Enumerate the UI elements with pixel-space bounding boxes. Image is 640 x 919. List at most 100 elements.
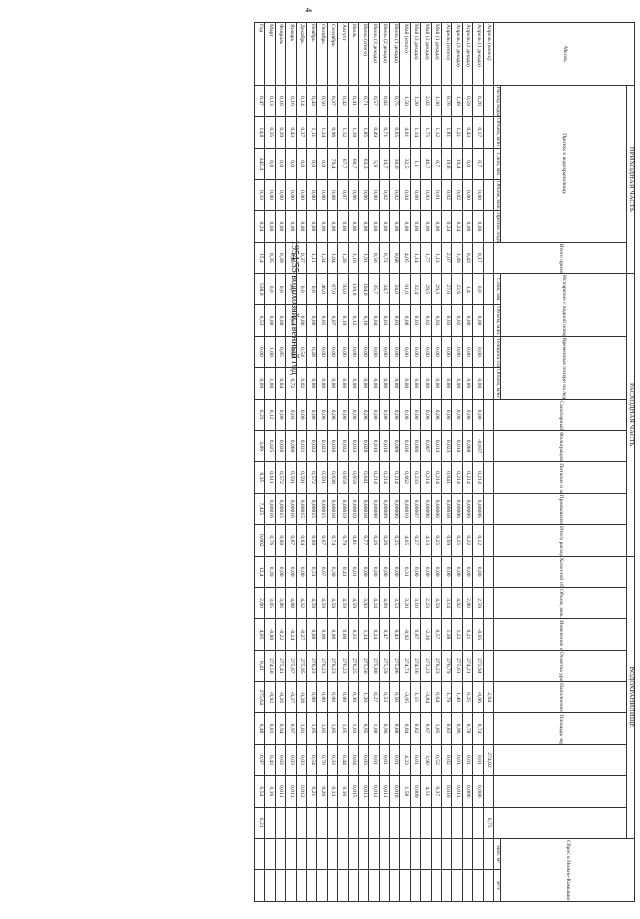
table-cell: 0,00 — [462, 556, 473, 588]
table-cell: 0,94 — [275, 712, 286, 745]
table-cell: 0,16 — [264, 775, 276, 807]
table-cell: 0,00 — [358, 336, 369, 368]
table-cell — [264, 807, 276, 839]
table-cell: 1,00 — [264, 336, 276, 368]
table-cell: 0,47 — [379, 618, 390, 651]
table-cell: 0,01 — [348, 556, 359, 588]
table-cell: 0,00 — [316, 681, 328, 713]
table-cell: 1,00 — [264, 367, 276, 400]
row-month-cell: Апрель (конец) — [483, 22, 494, 86]
table-row: Май (3 декада) 1,20 1,14 1,1 0,00 0,00 1,14 32,… — [410, 22, 421, 902]
table-cell: 0,33 — [254, 179, 265, 211]
table-cell: 0,00 — [462, 179, 473, 211]
table-cell: 0,04 — [348, 744, 359, 776]
table-cell: 0,00 — [441, 367, 452, 400]
table-cell: 0,0 — [285, 273, 297, 305]
table-cell: 0,00 — [316, 179, 328, 211]
table-cell: 0,00 — [348, 367, 359, 400]
table-cell: 0,659 — [337, 461, 349, 494]
table-cell — [316, 807, 328, 839]
table-cell: 93,0 — [337, 273, 349, 305]
table-cell: 0,43 — [462, 116, 473, 149]
table-cell: 0,00 — [368, 367, 380, 400]
table-cell: 1,49 — [451, 85, 463, 117]
table-cell: 0,31 — [399, 556, 411, 588]
table-cell: 1,14 — [410, 116, 421, 149]
table-cell: 0,01 — [368, 744, 380, 776]
table-cell — [264, 838, 276, 870]
table-cell: 0,39 — [264, 556, 276, 588]
table-cell — [275, 807, 286, 839]
table-cell: 0,00 — [431, 399, 442, 431]
volume-change-header: Изменение объема, млн. м³ — [493, 618, 627, 651]
table-cell: 0,00 — [337, 336, 349, 368]
table-cell — [483, 587, 494, 619]
table-cell: 0,00 — [327, 367, 338, 400]
table-cell: 0,96 — [327, 116, 338, 149]
table-cell: 1,12 — [337, 116, 349, 149]
table-cell — [483, 116, 494, 149]
table-cell: -3,84 — [420, 681, 432, 713]
table-cell: 1,50 — [399, 85, 411, 117]
table-cell: 276,23 — [431, 650, 442, 682]
irrigation-header: Питание и хозяйственно-бытовое водоснабж… — [493, 461, 627, 494]
table-cell: 274,02 — [483, 744, 494, 776]
table-cell: 0,16 — [275, 85, 286, 117]
table-cell: 0,00 — [306, 618, 317, 651]
table-cell: 0,50 — [368, 242, 380, 274]
table-cell: 4,65 — [399, 524, 411, 556]
table-cell — [358, 807, 369, 839]
table-cell: 19,7 — [379, 148, 390, 180]
table-cell: -0,80 — [264, 618, 276, 651]
row-month-cell: Июль — [348, 22, 359, 86]
table-cell: 0,00 — [462, 399, 473, 431]
row-month-cell: Июнь (1 декада) — [389, 22, 400, 86]
month-header: Месяц — [493, 22, 635, 86]
table-cell: 0,214 — [389, 461, 400, 494]
table-cell: 0,00 — [296, 556, 307, 588]
table-cell: 0,69 — [285, 336, 297, 368]
table-cell: 273,94 — [472, 650, 484, 682]
table-cell: 0,64 — [431, 681, 442, 713]
table-cell: 3,10 — [410, 587, 421, 619]
table-cell — [483, 461, 494, 494]
table-row: Июнь (1 декада) 0,75 0,65 30,0 0,02 0,00 0,68 3… — [389, 22, 400, 902]
row-month-cell: Июнь (2 декада) — [379, 22, 390, 86]
table-cell: 0,03 — [410, 304, 421, 337]
table-cell: 0,0 — [472, 273, 484, 305]
table-cell: -0,28 — [296, 681, 307, 713]
table-cell: 0,7 — [431, 148, 442, 180]
table-cell: 0,0 — [306, 148, 317, 180]
table-cell: 0,84 — [399, 712, 411, 745]
table-cell: 4,08 — [285, 587, 297, 619]
table-cell: 0,0 — [296, 148, 307, 180]
table-cell: 0,00 — [285, 556, 297, 588]
table-cell: 1,22 — [451, 618, 463, 651]
table-cell — [483, 869, 494, 902]
table-cell: 0,72 — [285, 367, 297, 400]
table-cell: 0,00 — [462, 336, 473, 368]
table-cell: 3,93 — [358, 587, 369, 619]
table-cell: 0,10 — [358, 304, 369, 337]
table-cell: 0,00016 — [264, 493, 276, 525]
table-cell: 0,54 — [306, 744, 317, 776]
table-cell: 0,00 — [399, 367, 411, 400]
row-month-cell: Сентябрь — [327, 22, 338, 86]
table-cell: 0,000 — [285, 430, 297, 462]
table-cell: 0,35 — [264, 116, 276, 149]
table-cell: 1,1 — [410, 148, 421, 180]
table-cell: 0,24 — [451, 210, 463, 243]
table-cell: 0,00 — [368, 336, 380, 368]
table-cell — [316, 869, 328, 902]
table-cell: 0,00 — [285, 304, 297, 337]
table-cell: 1,20 — [358, 681, 369, 713]
table-cell: -0,27 — [285, 681, 297, 713]
table-cell: 274,71 — [399, 650, 411, 682]
table-cell: 0,37 — [296, 242, 307, 274]
table-cell: 0,007 — [420, 430, 432, 462]
table-cell: 0,00 — [389, 367, 400, 400]
table-cell: 0,00 — [451, 399, 463, 431]
row-month-cell: Ноябрь — [306, 22, 317, 86]
table-cell: 1,03 — [348, 712, 359, 745]
table-cell: 0,25 — [462, 681, 473, 713]
